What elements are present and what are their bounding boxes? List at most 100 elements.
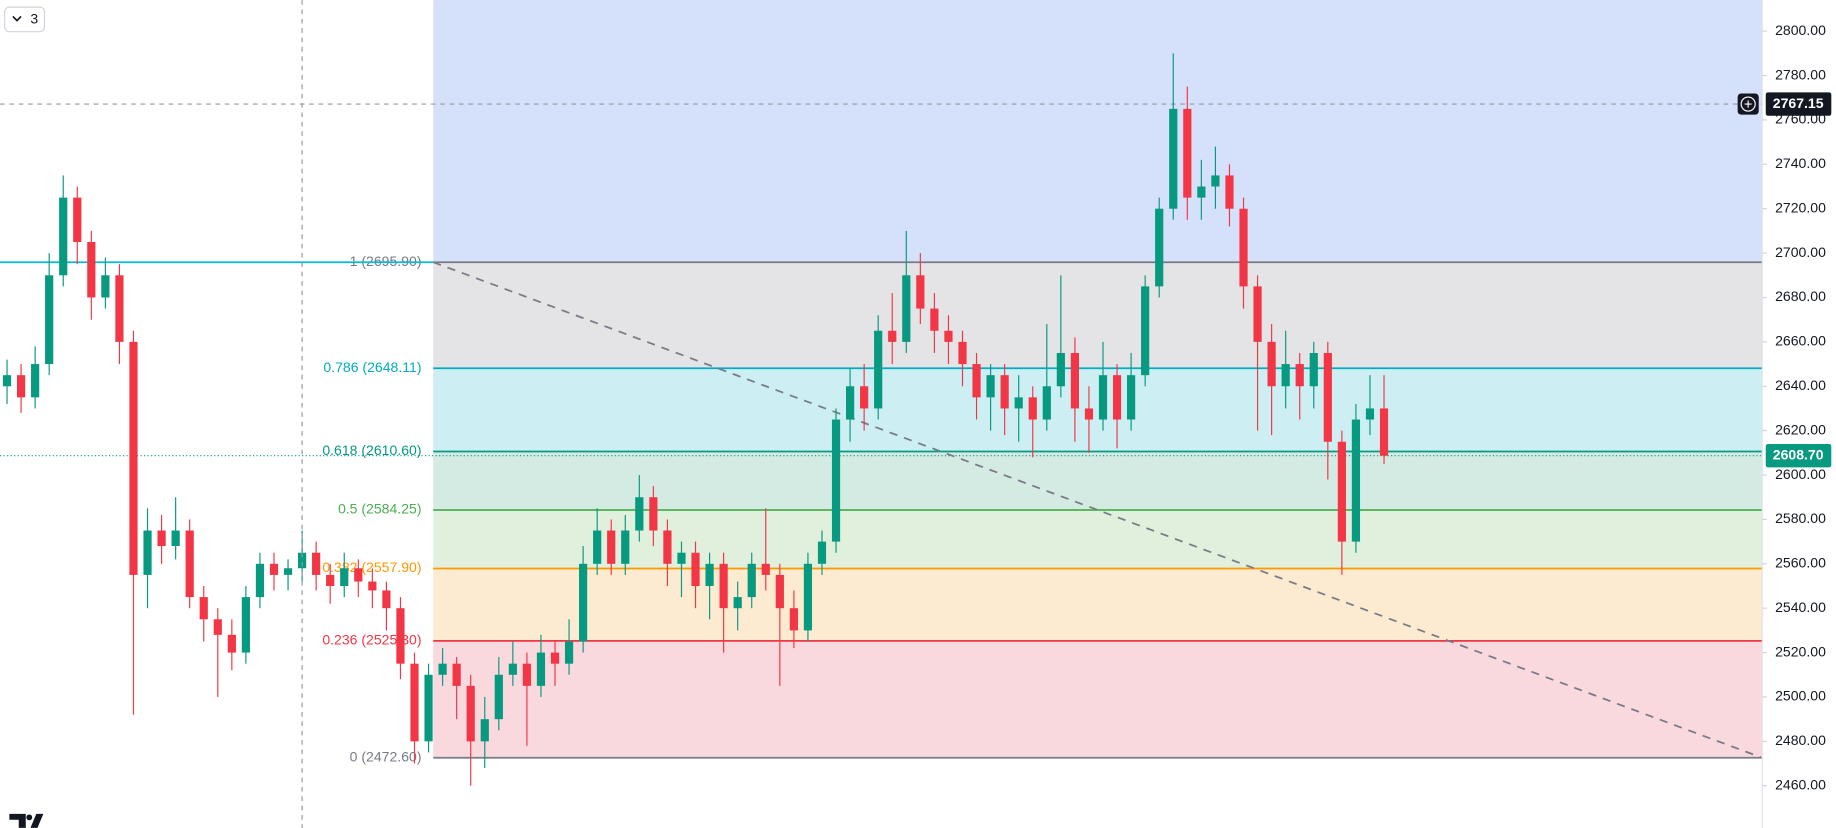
fib-level-label: 0.236 (2525.30): [322, 632, 421, 648]
candle-body: [1183, 108, 1192, 198]
y-tick-label: 2600.00: [1775, 466, 1826, 482]
candle-body: [1281, 364, 1290, 387]
candle-body: [1141, 286, 1150, 376]
toggle-box[interactable]: [4, 6, 46, 33]
candle-body: [410, 663, 419, 742]
candle-body: [297, 552, 307, 569]
candle-body: [705, 563, 714, 587]
candle-body: [16, 375, 26, 398]
candle-body: [340, 568, 349, 587]
candle-body: [45, 275, 54, 365]
candle-body: [1379, 408, 1389, 456]
candle-body: [691, 552, 700, 587]
candle-body: [1155, 208, 1164, 287]
fib-zone: [433, 640, 1763, 758]
y-tick-label: 2740.00: [1775, 155, 1826, 171]
candle-body: [663, 530, 672, 564]
candle-body: [621, 530, 630, 564]
candle-body: [803, 563, 813, 631]
y-tick-label: 2640.00: [1775, 377, 1826, 393]
candle-body: [368, 581, 377, 591]
candle-body: [944, 330, 953, 342]
candle-body: [227, 634, 236, 653]
candle-body: [1225, 175, 1234, 209]
candle-body: [508, 663, 517, 675]
candle-body: [1337, 441, 1346, 542]
candle-body: [550, 652, 560, 664]
candle-body: [761, 563, 770, 575]
logo-mark: [9, 813, 44, 828]
y-tick-label: 2620.00: [1775, 421, 1826, 437]
candle-body: [1323, 352, 1332, 442]
candle-body: [1365, 408, 1375, 420]
candle-body: [143, 530, 152, 575]
candle-body: [1112, 375, 1122, 420]
candle-body: [466, 685, 475, 742]
crosshair-price-box: [1765, 92, 1832, 116]
candle-body: [522, 663, 532, 686]
fib-level-label: 0.618 (2610.60): [322, 442, 421, 458]
y-tick-label: 2780.00: [1775, 66, 1826, 82]
candle-body: [129, 341, 138, 575]
fib-zone: [433, 262, 1763, 369]
plot-layer: [2, 53, 1389, 786]
crosshair-price-label: 2767.15: [1773, 95, 1824, 111]
fib-zone: [433, 509, 1763, 569]
candle-body: [101, 275, 110, 298]
y-tick-label: 2500.00: [1775, 688, 1826, 704]
last-price-label: 2608.70: [1773, 446, 1824, 462]
candle-body: [817, 541, 827, 564]
candle-body: [831, 419, 841, 542]
candle-body: [452, 663, 461, 686]
candle-body: [382, 590, 391, 609]
candle-body: [269, 563, 279, 575]
indicator-toggle[interactable]: 3: [4, 6, 46, 33]
candle-body: [719, 563, 728, 609]
y-tick-label: 2580.00: [1775, 510, 1826, 526]
candle-body: [1253, 286, 1262, 342]
candle-body: [1211, 175, 1220, 187]
candle-body: [185, 530, 194, 598]
candle-body: [1295, 364, 1304, 387]
candle-body: [255, 563, 265, 598]
candle-body: [354, 568, 363, 582]
candle-body: [199, 597, 208, 620]
candle-body: [396, 608, 405, 664]
candle-body: [1042, 386, 1051, 420]
candle-body: [845, 386, 855, 420]
candle-body: [157, 530, 166, 547]
candle-body: [31, 364, 40, 398]
candle-body: [635, 497, 644, 531]
candle-body: [1351, 419, 1361, 542]
fib-zone: [433, 368, 1763, 452]
y-tick-label: 2560.00: [1775, 555, 1826, 571]
y-tick-label: 2700.00: [1775, 244, 1826, 260]
y-tick-label: 2660.00: [1775, 333, 1826, 349]
fib-zone: [433, 0, 1763, 263]
candle-body: [1028, 397, 1037, 420]
y-tick-label: 2460.00: [1775, 776, 1826, 792]
candle-body: [972, 364, 981, 398]
candle-body: [1309, 352, 1318, 387]
candle-body: [1267, 341, 1276, 387]
candle-body: [775, 574, 784, 609]
candle-body: [1127, 375, 1136, 420]
candle-body: [1098, 375, 1108, 420]
candle-body: [73, 197, 82, 242]
candle-body: [536, 652, 546, 686]
candle-body: [1239, 208, 1248, 287]
logo: [9, 813, 44, 828]
candle-body: [115, 275, 124, 342]
candle-body: [1169, 108, 1178, 209]
candle-body: [1056, 352, 1065, 387]
candle-body: [888, 330, 897, 342]
y-tick-label: 2800.00: [1775, 22, 1826, 38]
add-alert-icon: [1740, 96, 1756, 112]
chevron-icon: [12, 15, 22, 22]
candle-body: [424, 674, 433, 742]
background-layer: 1 (2695.90) 0.786 (2648.11) 0.618 (2610.60…: [0, 0, 1763, 765]
candle-body: [564, 641, 574, 664]
candle-body: [283, 568, 293, 575]
y-tick-label: 2720.00: [1775, 199, 1826, 215]
